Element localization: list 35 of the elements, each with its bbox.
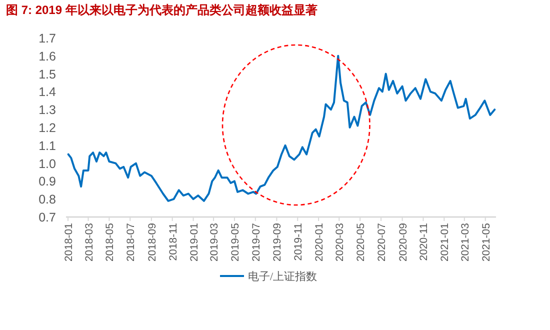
x-tick-label: 2018-07	[125, 222, 138, 262]
x-tick-label: 2020-05	[355, 222, 368, 262]
y-tick-label: 0.9	[38, 174, 56, 189]
x-tick-label: 2021-01	[439, 222, 452, 262]
x-tick-label: 2018-03	[83, 222, 96, 262]
x-tick-label: 2018-05	[104, 222, 116, 262]
legend-label: 电子/上证指数	[248, 270, 318, 283]
x-tick-label: 2018-11	[167, 222, 180, 261]
x-tick-label: 2019-01	[188, 222, 200, 262]
y-tick-label: 1.3	[38, 103, 56, 118]
x-tick-label: 2018-09	[146, 222, 158, 262]
chart-title: 图 7: 2019 年以来以电子为代表的产品类公司超额收益显著	[6, 3, 318, 17]
x-tick-label: 2019-03	[208, 222, 221, 262]
x-tick-label: 2019-05	[229, 222, 242, 262]
y-tick-label: 1.1	[38, 138, 56, 153]
y-tick-label: 0.7	[38, 210, 56, 224]
x-tick-label: 2019-11	[292, 222, 305, 261]
y-tick-label: 1.0	[38, 156, 56, 171]
y-tick-label: 1.6	[38, 49, 56, 64]
y-tick-label: 1.2	[38, 121, 56, 135]
x-tick-label: 2021-03	[459, 222, 472, 262]
x-tick-label: 2020-11	[418, 222, 430, 261]
x-tick-label: 2020-09	[397, 222, 410, 262]
x-tick-label: 2020-01	[314, 222, 326, 262]
x-tick-label: 2018-01	[63, 222, 75, 262]
x-tick-label: 2020-03	[334, 222, 346, 262]
x-tick-label: 2019-07	[250, 222, 262, 262]
x-tick-label: 2021-05	[480, 222, 492, 262]
y-tick-label: 1.4	[38, 85, 56, 100]
x-tick-label: 2020-07	[376, 222, 388, 262]
y-tick-label: 1.7	[38, 32, 56, 46]
y-tick-label: 1.5	[38, 67, 56, 82]
x-tick-label: 2019-09	[272, 222, 284, 262]
y-tick-label: 0.8	[38, 192, 56, 207]
line-series	[67, 54, 496, 202]
